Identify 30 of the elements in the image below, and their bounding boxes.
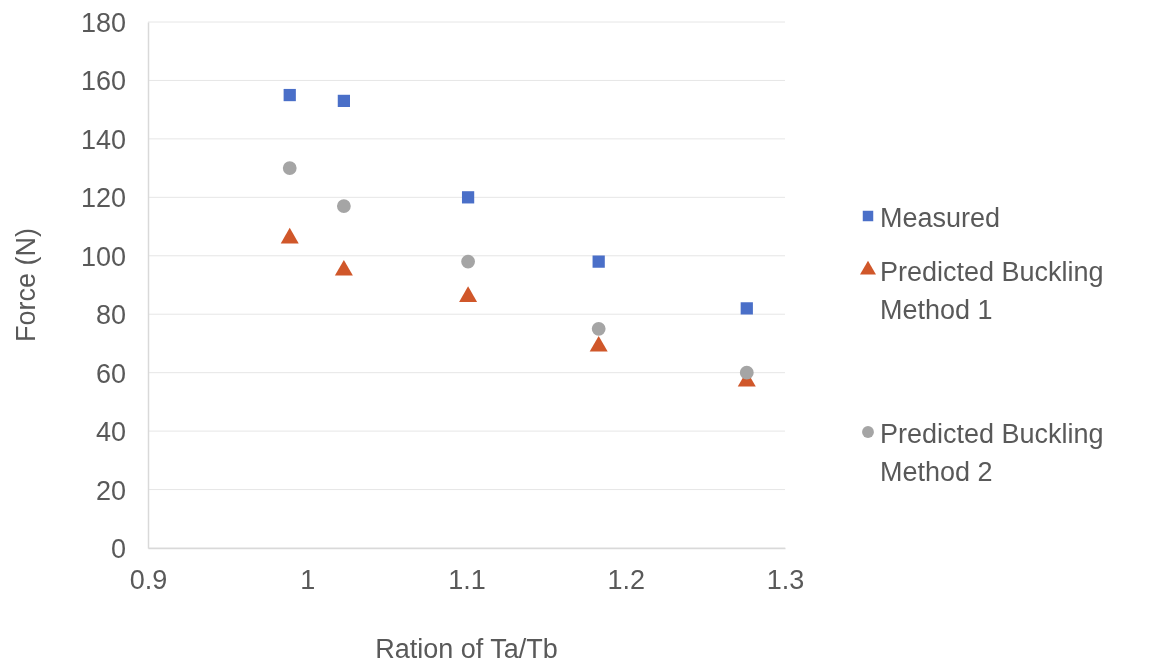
point: [337, 94, 350, 108]
point: [461, 254, 475, 269]
point: [282, 161, 297, 176]
y-tick-label: 0: [110, 533, 126, 564]
point: [283, 88, 296, 102]
point: [336, 199, 351, 213]
legend-label: Measured: [880, 203, 1001, 234]
point: [592, 255, 605, 268]
x-tick-label: 1: [300, 565, 316, 596]
point: [739, 365, 754, 380]
y-tick-label: 160: [80, 66, 126, 97]
x-axis-title: Ration of Ta/Tb: [375, 634, 558, 664]
point: [461, 191, 475, 204]
x-tick-label: 1.3: [766, 565, 805, 596]
point: [740, 302, 753, 315]
legend-label: Predicted Buckling Method 2: [880, 419, 1104, 488]
y-tick-label: 120: [80, 183, 126, 214]
y-tick-label: 100: [80, 241, 126, 272]
y-tick-label: 140: [80, 124, 126, 155]
x-tick-label: 1.2: [607, 565, 646, 596]
point: [591, 321, 606, 336]
y-tick-label: 20: [95, 475, 126, 506]
y-tick-label: 80: [95, 300, 126, 331]
y-tick-label: 40: [95, 417, 126, 448]
y-axis-title: Force (N): [11, 228, 41, 342]
y-tick-label: 60: [95, 358, 126, 389]
legend-label: Predicted Buckling Method 1: [880, 257, 1104, 326]
x-tick-label: 0.9: [129, 565, 168, 596]
y-tick-label: 180: [80, 7, 126, 38]
x-tick-label: 1.1: [448, 565, 486, 596]
